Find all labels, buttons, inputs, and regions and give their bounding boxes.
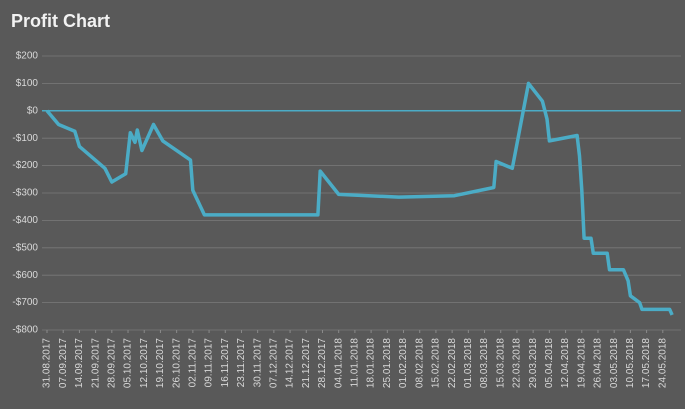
x-tick-label: 29.03.2018: [528, 338, 539, 388]
x-tick-label: 14.12.2017: [285, 338, 296, 388]
x-tick-label: 22.02.2018: [447, 338, 458, 388]
x-tick-label: 10.05.2018: [625, 338, 636, 388]
x-tick-label: 28.12.2017: [317, 338, 328, 388]
x-tick-label: 28.09.2017: [106, 338, 117, 388]
x-tick-label: 15.02.2018: [431, 338, 442, 388]
x-tick-label: 04.01.2018: [333, 338, 344, 388]
x-tick-label: 19.10.2017: [155, 338, 166, 388]
y-tick-label: $200: [16, 51, 39, 62]
y-tick-label: -$700: [12, 297, 38, 308]
y-tick-label: -$200: [12, 160, 38, 171]
x-tick-label: 07.12.2017: [269, 338, 280, 388]
x-tick-label: 01.03.2018: [463, 338, 474, 388]
y-tick-label: $100: [16, 78, 39, 89]
y-tick-label: -$100: [12, 133, 38, 144]
x-tick-label: 22.03.2018: [512, 338, 523, 388]
x-tick-label: 26.10.2017: [171, 338, 182, 388]
x-tick-label: 16.11.2017: [220, 338, 231, 388]
x-tick-label: 23.11.2017: [236, 338, 247, 388]
x-tick-label: 21.12.2017: [301, 338, 312, 388]
x-tick-label: 18.01.2018: [366, 338, 377, 388]
x-tick-label: 24.05.2018: [657, 338, 668, 388]
x-tick-label: 09.11.2017: [204, 338, 215, 388]
x-tick-label: 01.02.2018: [398, 338, 409, 388]
x-tick-label: 21.09.2017: [90, 338, 101, 388]
x-tick-label: 30.11.2017: [252, 338, 263, 388]
x-tick-label: 03.05.2018: [609, 338, 620, 388]
x-tick-label: 11.01.2018: [350, 338, 361, 388]
x-tick-label: 12.10.2017: [139, 338, 150, 388]
x-tick-label: 12.04.2018: [560, 338, 571, 388]
x-tick-label: 25.01.2018: [382, 338, 393, 388]
x-tick-label: 15.03.2018: [495, 338, 506, 388]
x-tick-label: 08.03.2018: [479, 338, 490, 388]
y-tick-label: $0: [27, 105, 39, 116]
x-tick-label: 19.04.2018: [576, 338, 587, 388]
y-tick-label: -$500: [12, 242, 38, 253]
y-tick-label: -$600: [12, 270, 38, 281]
x-tick-label: 14.09.2017: [74, 338, 85, 388]
x-tick-label: 26.04.2018: [593, 338, 604, 388]
x-tick-label: 31.08.2017: [42, 338, 53, 388]
y-tick-label: -$300: [12, 188, 38, 199]
x-tick-label: 05.04.2018: [544, 338, 555, 388]
x-tick-label: 07.09.2017: [58, 338, 69, 388]
x-tick-label: 02.11.2017: [187, 338, 198, 388]
y-tick-label: -$800: [12, 325, 38, 336]
profit-line: [45, 81, 674, 316]
y-tick-label: -$400: [12, 215, 38, 226]
chart-title: Profit Chart: [11, 11, 110, 31]
x-tick-label: 05.10.2017: [123, 338, 134, 388]
x-tick-label: 08.02.2018: [414, 338, 425, 388]
x-tick-label: 17.05.2018: [641, 338, 652, 388]
